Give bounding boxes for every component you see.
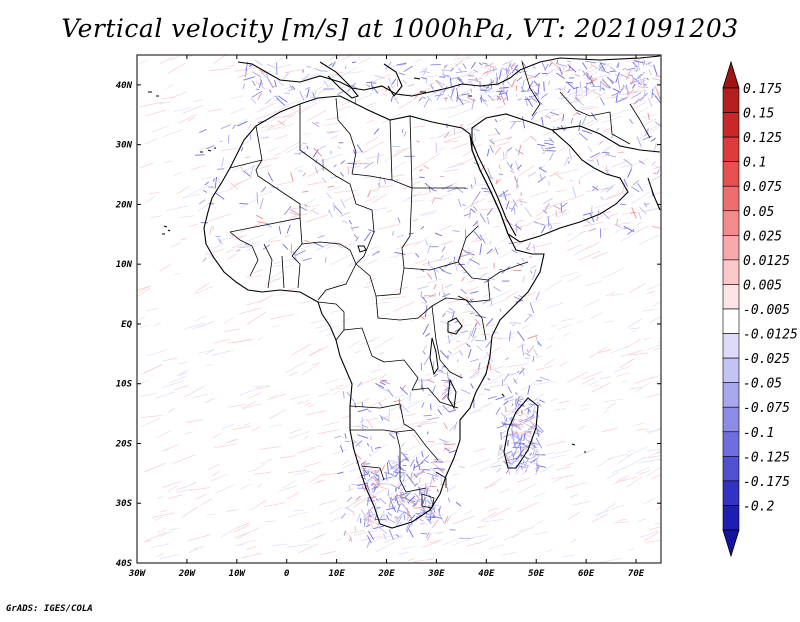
lon-tick-label: 20E [377, 569, 395, 579]
lat-tick-label: 40N [116, 81, 133, 91]
lon-tick-label: 30W [128, 569, 147, 579]
lat-tick-label: 20N [115, 200, 133, 210]
colorbar-swatch [723, 88, 739, 113]
lat-tick-label: 30N [115, 141, 133, 151]
colorbar-label: -0.075 [743, 401, 790, 416]
colorbar-label: 0.175 [743, 82, 782, 97]
lon-tick-label: 30E [427, 569, 445, 579]
colorbar-swatch [723, 113, 739, 138]
colorbar-label: 0.005 [743, 278, 782, 293]
colorbar-swatch [723, 432, 739, 457]
lon-tick-label: 70E [628, 569, 645, 579]
colorbar-label: -0.1 [743, 426, 774, 441]
lat-tick-label: 40S [116, 559, 133, 569]
grads-credit: GrADS: IGES/COLA [6, 604, 93, 614]
colorbar-label: -0.175 [743, 475, 790, 490]
lon-tick-label: 50E [528, 569, 545, 579]
lat-tick-label: EQ [121, 320, 132, 330]
colorbar-swatch [723, 260, 739, 285]
colorbar-label: -0.005 [743, 303, 790, 318]
colorbar-swatch [723, 162, 739, 187]
lon-tick-label: 40E [478, 569, 495, 579]
lon-tick-label: 20W [178, 569, 197, 579]
colorbar-label: 0.025 [743, 229, 782, 244]
colorbar-swatch [723, 284, 739, 309]
colorbar-label: 0.075 [743, 180, 782, 195]
colorbar-label: -0.0125 [743, 328, 798, 343]
colorbar-label: -0.125 [743, 450, 790, 465]
colorbar-label: 0.15 [743, 107, 774, 122]
colorbar-label: 0.1 [743, 156, 766, 171]
colorbar-swatch [723, 186, 739, 211]
colorbar-swatch [723, 481, 739, 506]
colorbar-label: 0.05 [743, 205, 774, 220]
colorbar-swatch [723, 383, 739, 408]
colorbar-top-arrow [723, 62, 739, 88]
colorbar-swatch [723, 407, 739, 432]
colorbar-label: -0.05 [743, 377, 782, 392]
colorbar-swatch [723, 505, 739, 530]
colorbar-swatch [723, 137, 739, 162]
lon-tick-label: 10E [328, 569, 345, 579]
lon-tick-label: 10W [229, 569, 247, 579]
lat-tick-label: 10N [116, 260, 133, 270]
colorbar-swatch [723, 334, 739, 359]
colorbar-swatch [723, 211, 739, 236]
lat-tick-label: 10S [116, 380, 133, 390]
colorbar-label: 0.0125 [743, 254, 790, 269]
colorbar-label: -0.2 [743, 499, 774, 514]
lon-tick-label: 0 [284, 569, 290, 579]
lat-tick-label: 20S [115, 439, 133, 449]
colorbar-swatch [723, 456, 739, 481]
colorbar: 0.175 0.15 0.125 0.1 0.075 0.05 0.025 0.0125 0.0… [723, 62, 798, 556]
colorbar-bottom-arrow [723, 530, 739, 556]
colorbar-label: -0.025 [743, 352, 790, 367]
colorbar-swatch [723, 358, 739, 383]
colorbar-swatch [723, 235, 739, 260]
lat-tick-label: 30S [115, 499, 133, 509]
colorbar-swatch [723, 309, 739, 334]
lon-tick-label: 60E [578, 569, 595, 579]
colorbar-label: 0.125 [743, 131, 782, 146]
